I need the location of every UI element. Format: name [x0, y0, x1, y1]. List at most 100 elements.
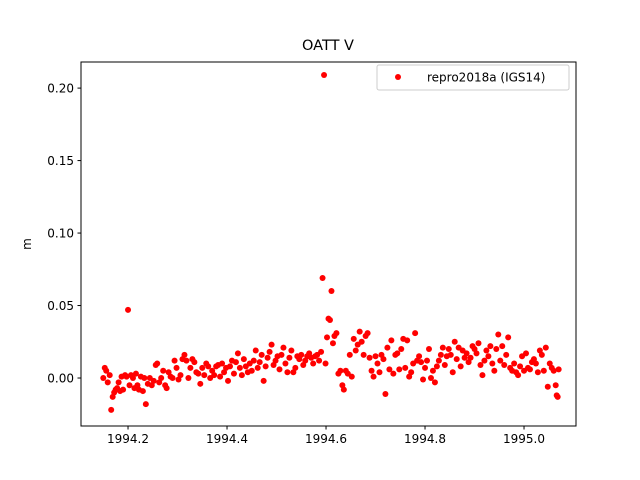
- chart-title: OATT V: [302, 38, 354, 54]
- data-point: [321, 72, 328, 79]
- data-point: [487, 343, 494, 350]
- data-point: [350, 335, 357, 342]
- data-point: [329, 340, 336, 347]
- x-tick-label: 1994.4: [206, 432, 248, 446]
- data-point: [104, 379, 111, 386]
- data-point: [358, 338, 365, 345]
- data-point: [511, 360, 518, 367]
- data-point: [191, 359, 198, 366]
- data-point: [499, 343, 506, 350]
- data-point: [173, 364, 180, 371]
- data-point: [120, 386, 127, 393]
- data-point: [340, 386, 347, 393]
- data-point: [268, 341, 275, 348]
- data-point: [555, 366, 562, 373]
- data-point: [195, 370, 202, 377]
- data-point: [437, 351, 444, 358]
- data-point: [298, 351, 305, 358]
- data-point: [238, 372, 245, 379]
- data-point: [477, 361, 484, 368]
- data-point: [226, 363, 233, 370]
- data-point: [368, 367, 375, 374]
- data-point: [394, 350, 401, 357]
- data-point: [489, 360, 496, 367]
- plot-frame: [80, 61, 577, 427]
- data-point: [217, 373, 224, 380]
- data-point: [201, 372, 208, 379]
- data-point: [286, 354, 293, 361]
- data-point: [396, 366, 403, 373]
- data-point: [427, 375, 434, 382]
- data-point: [429, 367, 436, 374]
- data-point: [160, 367, 167, 374]
- y-tick-label: 0.10: [47, 227, 74, 241]
- data-point: [197, 380, 204, 387]
- data-point: [284, 369, 291, 376]
- y-axis-ticks: 0.00 0.05 0.10 0.15 0.20: [47, 82, 81, 386]
- data-point: [425, 346, 432, 353]
- data-point: [424, 357, 431, 364]
- data-point: [142, 401, 149, 408]
- data-point: [316, 357, 323, 364]
- data-point: [538, 351, 545, 358]
- data-point: [532, 360, 539, 367]
- data-point: [171, 357, 178, 364]
- data-point: [485, 353, 492, 360]
- data-point: [185, 375, 192, 382]
- data-point: [150, 377, 157, 384]
- data-point: [232, 359, 239, 366]
- data-point: [326, 317, 333, 324]
- data-point: [408, 369, 415, 376]
- data-point: [248, 367, 255, 374]
- data-point: [322, 360, 329, 367]
- data-point: [505, 334, 512, 341]
- data-point: [523, 350, 530, 357]
- data-point: [422, 364, 429, 371]
- data-point: [280, 344, 287, 351]
- data-point: [534, 369, 541, 376]
- data-point: [318, 348, 325, 355]
- data-point: [199, 364, 206, 371]
- legend-box: [376, 64, 570, 91]
- data-point: [254, 364, 261, 371]
- data-point: [467, 354, 474, 361]
- data-point: [370, 373, 377, 380]
- data-point: [183, 357, 190, 364]
- data-point: [205, 363, 212, 370]
- data-point: [169, 375, 176, 382]
- data-point: [431, 379, 438, 386]
- data-point: [372, 353, 379, 360]
- data-point: [503, 351, 510, 358]
- data-point: [526, 366, 533, 373]
- x-tick-label: 1995.0: [503, 432, 545, 446]
- y-tick-label: 0.20: [47, 82, 74, 96]
- data-point: [126, 382, 133, 389]
- data-point: [324, 334, 331, 341]
- data-point: [483, 347, 490, 354]
- data-point: [382, 390, 389, 397]
- data-point: [211, 372, 218, 379]
- data-point: [550, 367, 557, 374]
- data-point: [258, 351, 265, 358]
- data-point: [250, 357, 257, 364]
- y-tick-label: 0.05: [47, 299, 74, 313]
- y-tick-label: 0.00: [47, 372, 74, 386]
- data-point: [346, 351, 353, 358]
- data-point: [552, 382, 559, 389]
- data-point: [348, 373, 355, 380]
- data-point: [376, 369, 383, 376]
- data-point: [554, 393, 561, 400]
- data-point: [187, 364, 194, 371]
- data-point: [495, 331, 502, 338]
- data-point: [262, 363, 269, 370]
- y-axis-label: m: [20, 238, 34, 250]
- data-point: [473, 350, 480, 357]
- data-point: [256, 359, 263, 366]
- data-point: [404, 337, 411, 344]
- data-point: [457, 363, 464, 370]
- data-point: [100, 375, 107, 382]
- data-point: [447, 351, 454, 358]
- y-tick-label: 0.15: [47, 154, 74, 168]
- data-point: [481, 357, 488, 364]
- data-point: [132, 370, 139, 377]
